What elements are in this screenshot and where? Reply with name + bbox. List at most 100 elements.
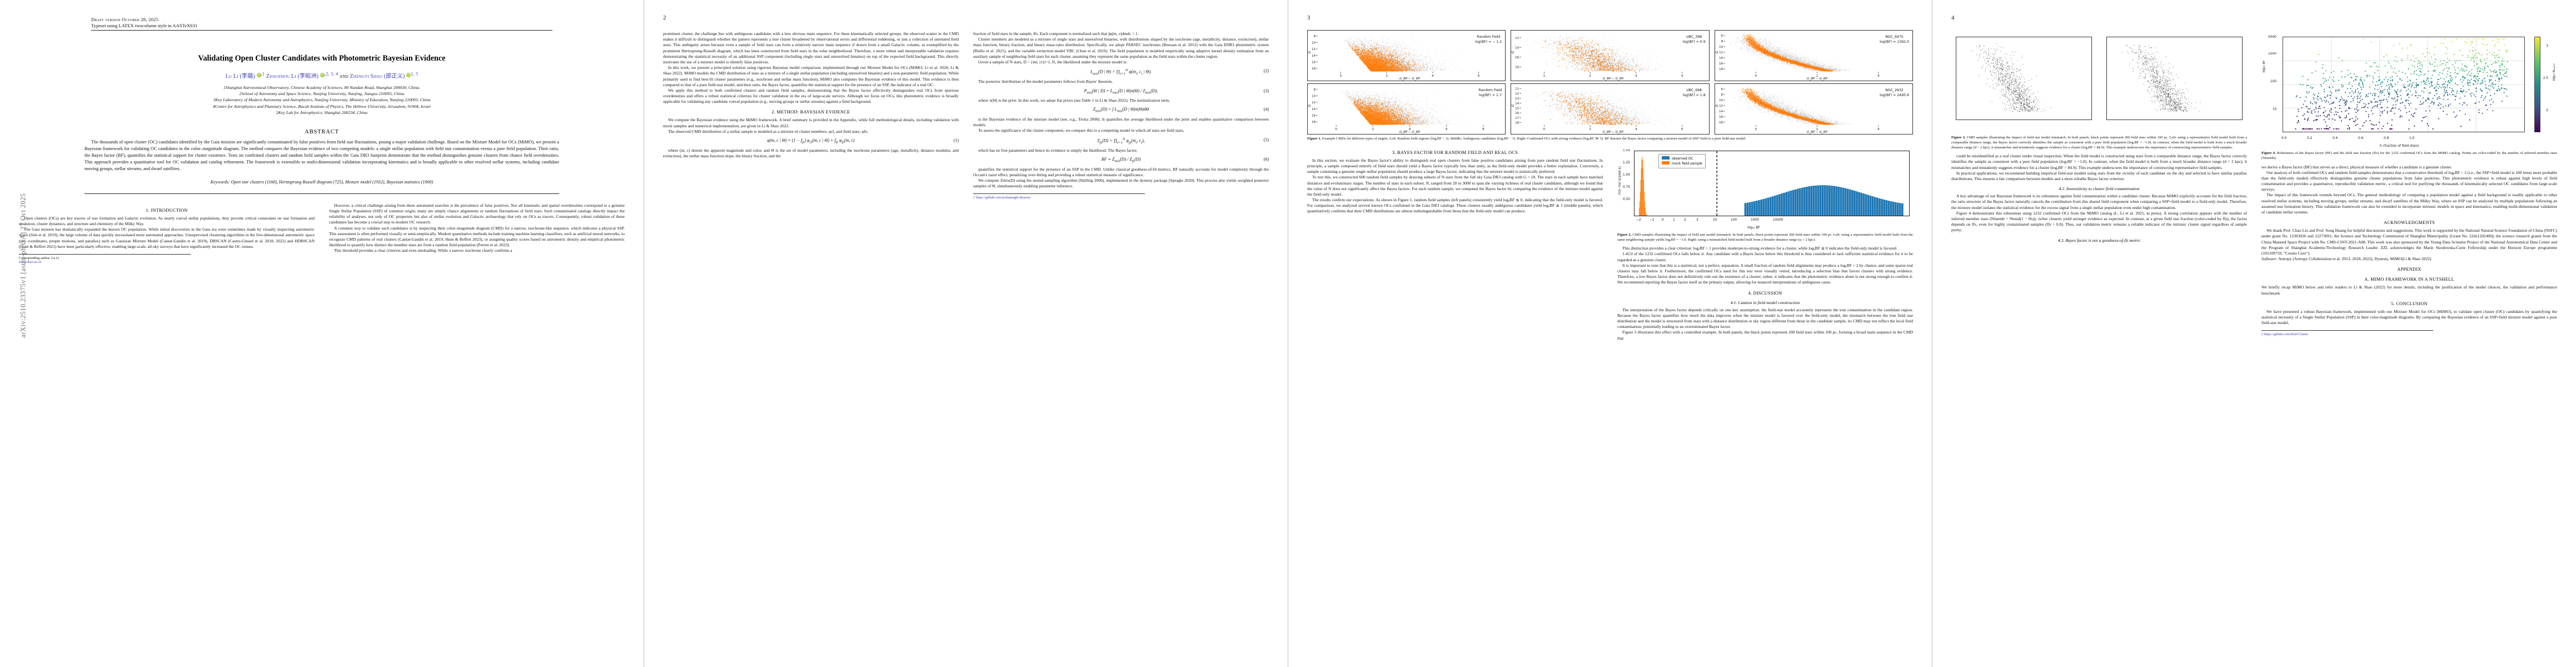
affiliation-5: 5Key Lab for Astrophysics, Shanghai 2002… [276, 109, 368, 115]
page1-column-1: 1. INTRODUCTION Open clusters (OCs) are … [19, 203, 315, 264]
section-heading-2: 2. METHOD: BAYESIAN EVIDENCE [771, 109, 850, 115]
footnote-link[interactable]: 2 https://github.com/lilu0/Cluster [2261, 332, 2308, 337]
x-tick: 1 [1673, 218, 1675, 222]
x-tick: 1000 [1751, 218, 1759, 222]
y-tick: 10 [2273, 108, 2277, 111]
paragraph: could be misidentified as a real cluster… [1951, 153, 2247, 170]
x-tick: 0 [1662, 218, 1664, 222]
legend-entry-mock: mock field sample [1662, 161, 1702, 166]
page-1: arXiv:2510.23375v1 [astro-ph.GA] 27 Oct … [0, 0, 644, 667]
cmd-panel-label: UBC_668 log(BF) = 1.8 [1682, 88, 1706, 98]
section-heading-1: 1. INTRODUCTION [146, 207, 188, 213]
cmd-panel-label: UBC_398 log(BF) = 0.9 [1682, 35, 1706, 44]
cmd-panel: UBC_398 log(BF) = 0.9 [1511, 30, 1710, 81]
footnote-link[interactable]: 1 https://github.com/joshspeagle/dynesty [973, 196, 1031, 200]
keywords: Keywords: Open star clusters (1160), Her… [210, 179, 434, 185]
x-tick: 0.4 [2333, 137, 2338, 140]
equation-1: φ(m, c | Θ) = (1 − ffs) φcl(m, c | Θ) + … [767, 138, 959, 145]
figure-2-label: Figure 2. [1617, 232, 1632, 237]
figure-3-caption: Figure 3. CMD samples illustrating the i… [1951, 136, 2247, 150]
figure-3-caption-text: CMD samples illustrating the impact of f… [1951, 136, 2247, 150]
paragraph: This threshold provides a clear criterio… [334, 248, 512, 253]
figure-1-caption-text: Example CMDs for different types of targ… [1322, 137, 1746, 141]
equation-4: Zmix(D) = ∫ Lmix(D | Θ)π(Θ)dΘ (4) [1093, 107, 1269, 113]
figure-1-label: Figure 1. [1307, 137, 1322, 141]
figure-4-canvas [2283, 37, 2524, 132]
page2-columns: prominent cluster, the challenge lies wi… [663, 31, 1269, 200]
colorbar-label: log₁₀ Nₘₑₘ₇ [2553, 63, 2556, 81]
paragraph: where π(Θ) is the prior. In this work, w… [978, 98, 1170, 103]
equation-2: Lmix(D | Θ) = ∏i=1N φ(mi, ci | Θ). (2) [1090, 68, 1269, 76]
paragraph: Open clusters (OCs) are key tracers of s… [19, 215, 315, 227]
author-1-sup: ,1 [261, 71, 265, 77]
affiliation-4: 4Centre for Astrophysics and Planetary S… [213, 103, 431, 109]
x-tick: 0.8 [2384, 137, 2389, 140]
paragraph: This distinction provides a clear criter… [1622, 246, 1897, 251]
paragraph: However, a critical challenge arising fr… [329, 202, 625, 225]
paragraph: where (m, c) denote the apparent magnitu… [663, 147, 959, 158]
section-heading-5: 5. CONCLUSION [2391, 301, 2428, 306]
cmd-panel-label: NGC_6475 log(BF) = 1392.0 [1880, 35, 1909, 44]
x-tick: 2 [1684, 218, 1686, 222]
acknowledgments-heading: ACKNOWLEDGMENTS [2383, 220, 2435, 226]
corresponding-email[interactable]: lilu@shao.ac.cn [19, 260, 42, 265]
y-tick: 0.75 [1623, 185, 1630, 189]
paragraph: prominent cluster, the challenge lies wi… [663, 31, 959, 64]
paragraph: Given a sample of N stars, D = {mi, ci}i… [978, 59, 1128, 64]
equation-5: Zfs(D) = ∏i=1N φfs(mi, ci), (5) [1097, 137, 1269, 145]
affiliation-2: 2School of Astronomy and Space Science, … [239, 91, 405, 97]
figure-3: Figure 3. CMD samples illustrating the i… [1951, 33, 2247, 150]
acknowledgments-text: We thank Prof. Chao Liu and Prof. Song H… [2261, 228, 2557, 256]
cmd-panel: Random Field log(BF) = − 1.2 [1307, 30, 1506, 81]
cmd-scatter [1308, 31, 1505, 81]
orcid-icon[interactable] [406, 72, 411, 77]
legend-entry-observed: observed OC [1662, 156, 1702, 161]
figure-4-caption-text: Robustness of the Bayes factor (BF) and … [2261, 151, 2557, 160]
arxiv-stamp: arXiv:2510.23375v1 [astro-ph.GA] 27 Oct … [19, 193, 27, 338]
paragraph: The posterior distribution of the model … [978, 79, 1113, 84]
figure-1-block: Random Field log(BF) = − 1.2 UBC_398 log(B… [1307, 30, 1913, 142]
colorbar-tick: 2.5 [2543, 77, 2548, 80]
legend-swatch-observed [1662, 156, 1670, 160]
x-tick: 0.0 [2281, 137, 2287, 140]
typeset-line: Typeset using LATEX twocolumn style in A… [91, 23, 198, 28]
page2-column-2: fraction of field stars in the sample, f… [973, 31, 1269, 200]
equation-3: Pmix(Θ | D) = Lmix(D | Θ)π(Θ) / Zmix(D),… [1084, 88, 1269, 95]
page-3: 3 Random Field log(BF) = − 1.2 UBC_398 log… [1288, 0, 1932, 667]
draft-version: Draft version October 28, 2025 [91, 17, 159, 22]
cmd-scatter [1511, 31, 1709, 81]
abstract-text: The thousands of open cluster (OC) candi… [84, 140, 559, 171]
figure-4: log₁₀ BF 5000 1000 100 10 0.0 0.2 0.4 0.… [2261, 33, 2557, 161]
orcid-icon[interactable] [256, 72, 261, 77]
figure-3-plots [1951, 33, 2247, 133]
cmd-panel-label: Random Field log(BF) = 1.7 [1478, 88, 1502, 98]
figure-4-xlabel: f₉ (fraction of field stars) [2379, 145, 2419, 148]
x-tick: 1.0 [2409, 137, 2415, 140]
corresponding-author: Corresponding author: Lu Li [19, 256, 59, 261]
y-tick: 1.00 [1623, 173, 1630, 177]
cmd-panel-label: Random Field log(BF) = − 1.2 [1475, 35, 1502, 44]
paragraph: The interpretation of the Bayes factor d… [1617, 307, 1913, 330]
paragraph: We compute Zmix(D) using the nested samp… [973, 177, 1269, 189]
affiliations: 1Shanghai Astronomical Observatory, Chin… [70, 84, 574, 116]
y-tick: 1000 [2268, 52, 2276, 56]
paragraph: which has no free parameters and hence i… [978, 147, 1138, 153]
cmd-panel: NGC_6475 log(BF) = 1392.0 [1714, 30, 1913, 81]
paragraph: 1.42.0 of the 1232 confirmed OCs falls b… [1617, 251, 1913, 262]
figure-4-plot: log₁₀ BF 5000 1000 100 10 0.0 0.2 0.4 0.… [2261, 33, 2557, 149]
abstract-rule [84, 193, 559, 194]
paragraph: fraction of field stars in the sample, f… [973, 31, 1139, 36]
figure-4-frame [2283, 37, 2525, 132]
page-title: Validating Open Cluster Candidates with … [198, 54, 446, 63]
page2-column-1: prominent cluster, the challenge lies wi… [663, 31, 959, 200]
orcid-icon[interactable] [320, 72, 325, 77]
paragraph: To assess the significance of the cluste… [978, 128, 1184, 133]
paragraph: We apply this method to both confirmed c… [663, 87, 959, 104]
page-number: 3 [1307, 14, 1311, 21]
cmd-grid: Random Field log(BF) = − 1.2 UBC_398 log(B… [1307, 30, 1913, 135]
appendix-section-heading: A. MIMO FRAMEWORK IN A NUTSHELL [2364, 277, 2454, 282]
figure-4-label: Figure 4. [2261, 151, 2276, 155]
x-tick: 0.6 [2358, 137, 2364, 140]
paragraph: In this work, we present a principled so… [663, 65, 959, 87]
